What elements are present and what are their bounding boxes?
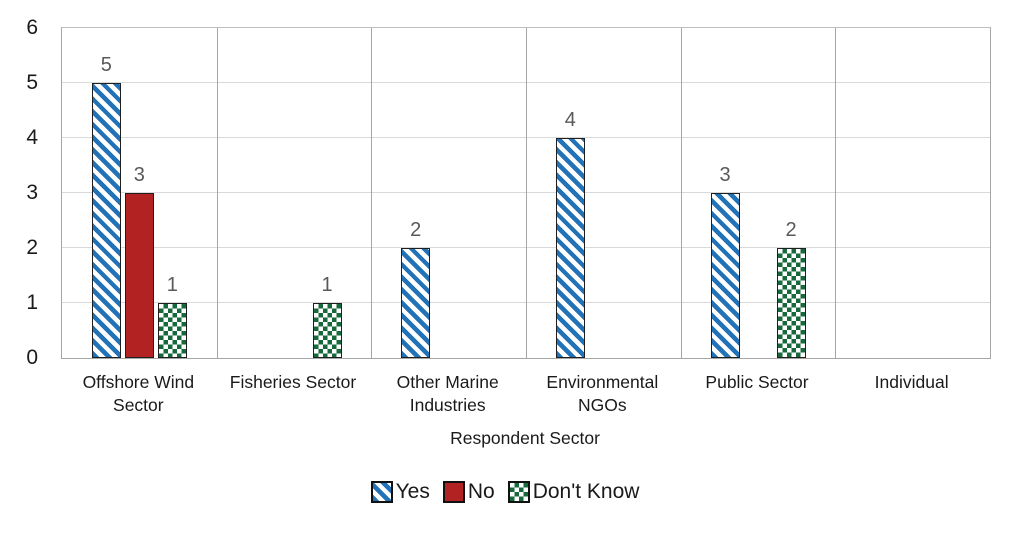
bar-no (124, 193, 154, 358)
bar-yes (401, 248, 431, 358)
legend-swatch-don-t-know (507, 481, 530, 503)
legend-label: Don't Know (532, 480, 640, 503)
y-tick-label: 2 (26, 236, 38, 259)
legend-item: No (442, 480, 495, 504)
bar-yes (555, 138, 585, 358)
y-tick-label: 4 (26, 126, 38, 149)
bar-yes (710, 193, 740, 358)
bar-don-t-know (312, 303, 342, 358)
data-label: 3 (133, 164, 145, 186)
data-label: 1 (321, 274, 333, 296)
data-label: 1 (166, 274, 178, 296)
gridline-vertical (680, 28, 682, 358)
y-tick-label: 0 (26, 346, 38, 369)
category-label: Individual (874, 372, 949, 392)
legend-label: No (467, 480, 495, 503)
legend-swatch-no (442, 481, 465, 503)
bar-don-t-know (776, 248, 806, 358)
category-label: Public Sector (705, 372, 809, 392)
category-label: Other Marine Industries (396, 372, 499, 415)
bar-don-t-know (157, 303, 187, 358)
gridline-vertical (216, 28, 218, 358)
legend-item: Don't Know (507, 480, 640, 504)
category-label: Offshore Wind Sector (82, 372, 195, 415)
legend-item: Yes (370, 480, 430, 504)
legend-label: Yes (395, 480, 430, 503)
plot-area: 5 2 4 3 3 1 1 2 (61, 27, 991, 359)
gridline-vertical (835, 28, 837, 358)
legend-swatch-yes (370, 481, 393, 503)
data-label: 4 (564, 109, 576, 131)
x-axis-title: Respondent Sector (450, 428, 600, 448)
y-tick-label: 5 (26, 71, 38, 94)
y-tick-label: 6 (26, 16, 38, 39)
data-label: 3 (719, 164, 731, 186)
gridline-vertical (371, 28, 373, 358)
y-tick-label: 1 (26, 291, 38, 314)
data-label: 2 (785, 219, 797, 241)
gridline-vertical (526, 28, 527, 358)
category-label: Fisheries Sector (229, 372, 357, 392)
data-label: 5 (100, 54, 112, 76)
data-label: 2 (410, 219, 422, 241)
bar-yes (91, 83, 121, 358)
y-tick-label: 3 (26, 181, 38, 204)
legend: Yes No Don't Know (0, 480, 1010, 504)
category-label: Environmental NGOs (546, 372, 659, 415)
